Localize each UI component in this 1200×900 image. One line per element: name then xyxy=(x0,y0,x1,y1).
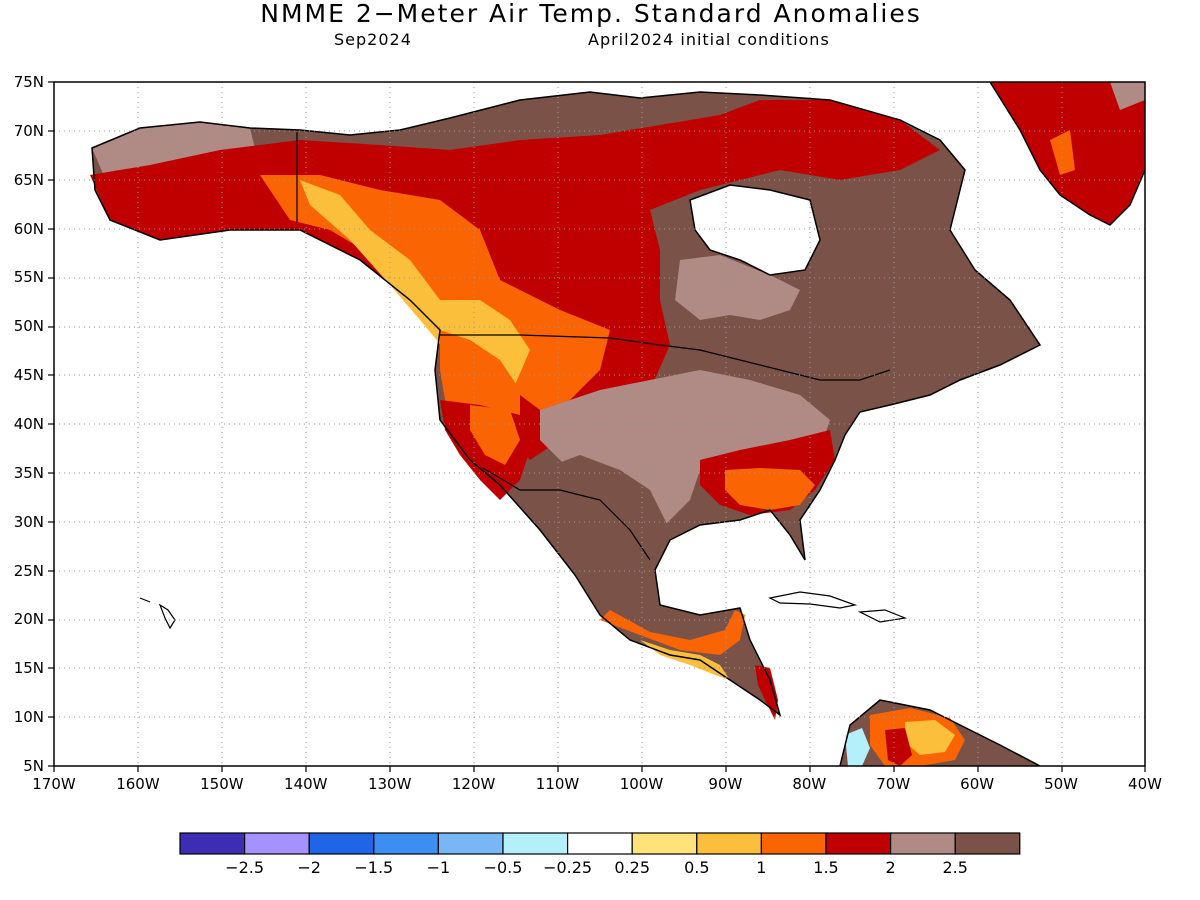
colorbar-label: 2 xyxy=(885,858,896,877)
lon-label: 90W xyxy=(708,775,743,793)
greenland-coast xyxy=(989,82,1145,226)
colorbar-swatch xyxy=(889,832,956,855)
southeast-orange xyxy=(725,468,815,510)
lon-label: 170W xyxy=(32,775,76,793)
lon-label: 100W xyxy=(619,775,664,793)
central-america-red xyxy=(755,665,778,720)
greenland-east-brown xyxy=(1110,82,1145,110)
colorbar-swatch xyxy=(825,832,892,855)
initial-conditions: April2024 initial conditions xyxy=(588,30,830,49)
colorbar-label: 1.5 xyxy=(813,858,839,877)
lat-label: 70N xyxy=(13,121,44,140)
lat-label: 30N xyxy=(13,512,44,531)
colorbar-swatch xyxy=(760,832,827,855)
colorbar-swatch xyxy=(631,832,698,855)
colorbar-label: 1 xyxy=(756,858,767,877)
axis-ticks xyxy=(48,81,1146,772)
bc-yellow-region xyxy=(300,180,530,390)
map-title: NMME 2−Meter Air Temp. Standard Anomalie… xyxy=(260,0,922,28)
south-america-red xyxy=(885,728,912,766)
colorbar xyxy=(179,832,1021,855)
lon-label: 160W xyxy=(116,775,160,793)
lon-label: 50W xyxy=(1044,775,1079,793)
map-plot-area xyxy=(54,82,1145,766)
lon-label: 80W xyxy=(792,775,827,793)
lon-label: 40W xyxy=(1128,775,1162,793)
central-america-yellow xyxy=(640,640,730,680)
colorbar-swatch xyxy=(437,832,504,855)
lat-label: 5N xyxy=(23,757,44,775)
colorbar-swatch xyxy=(502,832,569,855)
lat-label: 50N xyxy=(13,317,44,336)
colombia-lightblue xyxy=(845,728,870,766)
graticule xyxy=(54,82,1145,766)
colorbar-label: −2 xyxy=(297,858,321,877)
south-america-yellow xyxy=(905,720,955,755)
colorbar-label: −1 xyxy=(426,858,451,877)
lat-label: 75N xyxy=(13,73,44,91)
lon-label: 60W xyxy=(960,775,995,793)
lon-label: 120W xyxy=(451,775,496,793)
hudson-bay-coast xyxy=(689,184,821,276)
hawaii xyxy=(139,597,176,630)
lon-label: 140W xyxy=(284,775,328,793)
texas-dark-region xyxy=(540,455,670,580)
lat-label: 65N xyxy=(13,170,44,189)
hudson-bay xyxy=(690,185,820,275)
colorbar-label: 0.25 xyxy=(614,858,650,877)
colorbar-swatch xyxy=(244,832,310,855)
south-america-coast xyxy=(839,699,1041,766)
colorbar-swatch xyxy=(179,832,246,855)
colorbar-label: 0.5 xyxy=(684,858,710,877)
hispaniola xyxy=(857,609,908,623)
colorbar-swatch xyxy=(566,832,633,855)
lat-label: 10N xyxy=(13,708,44,727)
lat-label: 45N xyxy=(13,366,44,385)
southwest-orange xyxy=(470,405,520,465)
cuba xyxy=(768,591,858,609)
lat-label: 15N xyxy=(13,659,44,678)
forecast-month: Sep2024 xyxy=(334,30,412,49)
lon-label: 70W xyxy=(876,775,911,793)
lat-label: 35N xyxy=(13,463,44,482)
colorbar-label: −1.5 xyxy=(354,858,394,877)
lat-label: 60N xyxy=(13,219,44,238)
colorbar-swatch xyxy=(954,832,1021,855)
colorbar-swatch xyxy=(308,832,375,855)
lat-label: 25N xyxy=(13,561,44,580)
lon-label: 130W xyxy=(367,775,412,793)
lon-label: 110W xyxy=(535,775,580,793)
colorbar-label: −2.5 xyxy=(225,858,265,877)
lon-label: 150W xyxy=(200,775,244,793)
colorbar-swatch xyxy=(373,832,439,855)
mexico-coast-orange xyxy=(600,610,745,655)
colorbar-label: −0.25 xyxy=(543,858,593,877)
colorbar-label: 2.5 xyxy=(942,858,968,877)
us-canada-border xyxy=(440,334,891,381)
lat-label: 55N xyxy=(13,268,44,287)
colorbar-swatch xyxy=(696,832,762,855)
us-mexico-border xyxy=(482,467,651,561)
quebec-region xyxy=(675,255,800,320)
colorbar-label: −0.5 xyxy=(483,858,523,877)
lat-label: 20N xyxy=(13,610,44,629)
lat-label: 40N xyxy=(13,415,44,433)
